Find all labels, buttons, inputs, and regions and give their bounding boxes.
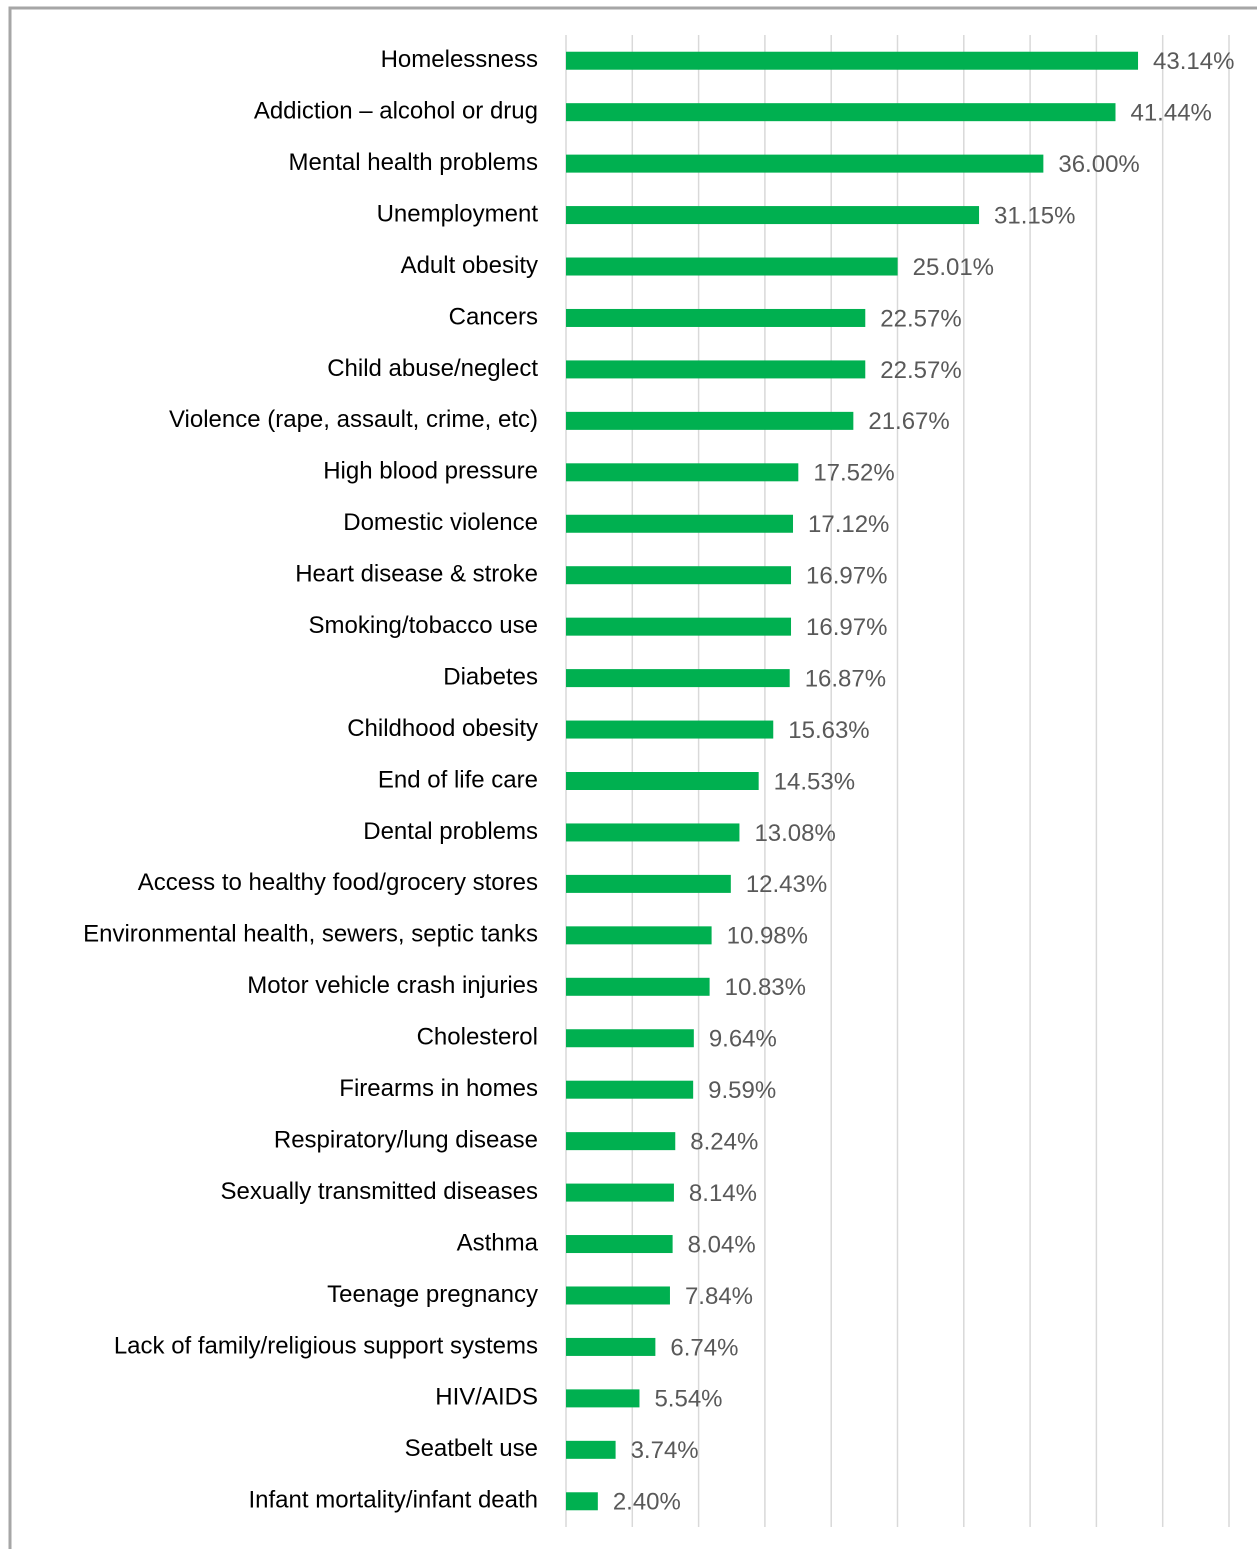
category-label: Infant mortality/infant death (249, 1487, 539, 1514)
bar (566, 566, 792, 585)
value-label: 31.15% (994, 202, 1075, 229)
bar (566, 1029, 694, 1048)
bar (566, 926, 712, 945)
bar (566, 463, 799, 482)
bar (566, 103, 1116, 122)
bar (566, 1183, 674, 1202)
value-label: 16.87% (805, 665, 886, 692)
value-label: 10.98% (727, 923, 808, 950)
value-label: 16.97% (806, 614, 887, 641)
category-label: High blood pressure (323, 458, 538, 485)
category-label: Adult obesity (401, 252, 538, 279)
value-label: 41.44% (1130, 100, 1211, 127)
value-label: 5.54% (654, 1386, 722, 1413)
bar (566, 206, 980, 225)
bar (566, 772, 759, 790)
category-label: Childhood obesity (347, 715, 538, 742)
bar (566, 617, 792, 636)
value-label: 8.04% (688, 1231, 756, 1258)
category-label: Violence (rape, assault, crime, etc) (169, 406, 538, 433)
bar (566, 51, 1139, 70)
value-label: 36.00% (1058, 151, 1139, 178)
value-label: 2.40% (613, 1489, 681, 1516)
value-label: 43.14% (1153, 48, 1234, 75)
bar (566, 823, 740, 842)
value-label: 10.83% (725, 974, 806, 1001)
bar (566, 154, 1044, 173)
category-label: Access to healthy food/grocery stores (138, 869, 538, 896)
bar (566, 977, 710, 996)
category-label: End of life care (378, 766, 538, 793)
value-label: 8.14% (689, 1180, 757, 1207)
value-label: 14.53% (774, 768, 855, 795)
category-label: Asthma (457, 1229, 539, 1256)
category-label: Seatbelt use (405, 1435, 538, 1462)
bar (566, 308, 866, 327)
category-label: Unemployment (377, 200, 539, 227)
category-label: Diabetes (443, 663, 538, 690)
value-label: 13.08% (754, 820, 835, 847)
bar (566, 1389, 640, 1408)
value-label: 12.43% (746, 871, 827, 898)
category-label: Child abuse/neglect (327, 355, 538, 382)
bar (566, 1235, 673, 1254)
category-label: Respiratory/lung disease (274, 1126, 538, 1153)
bar (566, 1337, 656, 1356)
category-label: Lack of family/religious support systems (114, 1332, 538, 1359)
value-label: 17.52% (813, 460, 894, 487)
bar (566, 874, 731, 893)
bar (566, 514, 794, 533)
bar (566, 1492, 598, 1511)
value-label: 6.74% (670, 1334, 738, 1361)
value-label: 3.74% (631, 1437, 699, 1464)
bar (566, 1132, 676, 1151)
bar (566, 1440, 616, 1459)
category-label: Teenage pregnancy (327, 1281, 538, 1308)
category-label: Cancers (449, 303, 538, 330)
category-label: Domestic violence (343, 509, 538, 536)
bar (566, 360, 866, 379)
value-label: 15.63% (788, 717, 869, 744)
bar (566, 411, 854, 430)
category-label: Homelessness (381, 46, 538, 73)
value-label: 9.64% (709, 1026, 777, 1053)
bar (566, 1286, 670, 1305)
category-label: Sexually transmitted diseases (221, 1178, 538, 1205)
bar (566, 669, 790, 688)
bar (566, 1080, 694, 1099)
category-label: Firearms in homes (339, 1075, 538, 1102)
value-label: 16.97% (806, 563, 887, 590)
category-label: Mental health problems (289, 149, 538, 176)
value-label: 22.57% (880, 305, 961, 332)
bar (566, 257, 898, 276)
category-label: Heart disease & stroke (295, 561, 538, 588)
category-label: Cholesterol (417, 1024, 538, 1051)
category-label: Environmental health, sewers, septic tan… (83, 921, 538, 948)
category-label: Dental problems (363, 818, 538, 845)
value-label: 22.57% (880, 357, 961, 384)
value-label: 21.67% (868, 408, 949, 435)
category-label: Smoking/tobacco use (309, 612, 538, 639)
category-label: HIV/AIDS (435, 1384, 538, 1411)
value-label: 25.01% (913, 254, 994, 281)
value-label: 7.84% (685, 1283, 753, 1310)
value-label: 8.24% (690, 1128, 758, 1155)
value-label: 9.59% (708, 1077, 776, 1104)
bar (566, 720, 774, 739)
value-label: 17.12% (808, 511, 889, 538)
chart-frame (8, 6, 1257, 1549)
category-label: Motor vehicle crash injuries (247, 972, 538, 999)
category-label: Addiction – alcohol or drug (254, 98, 538, 125)
